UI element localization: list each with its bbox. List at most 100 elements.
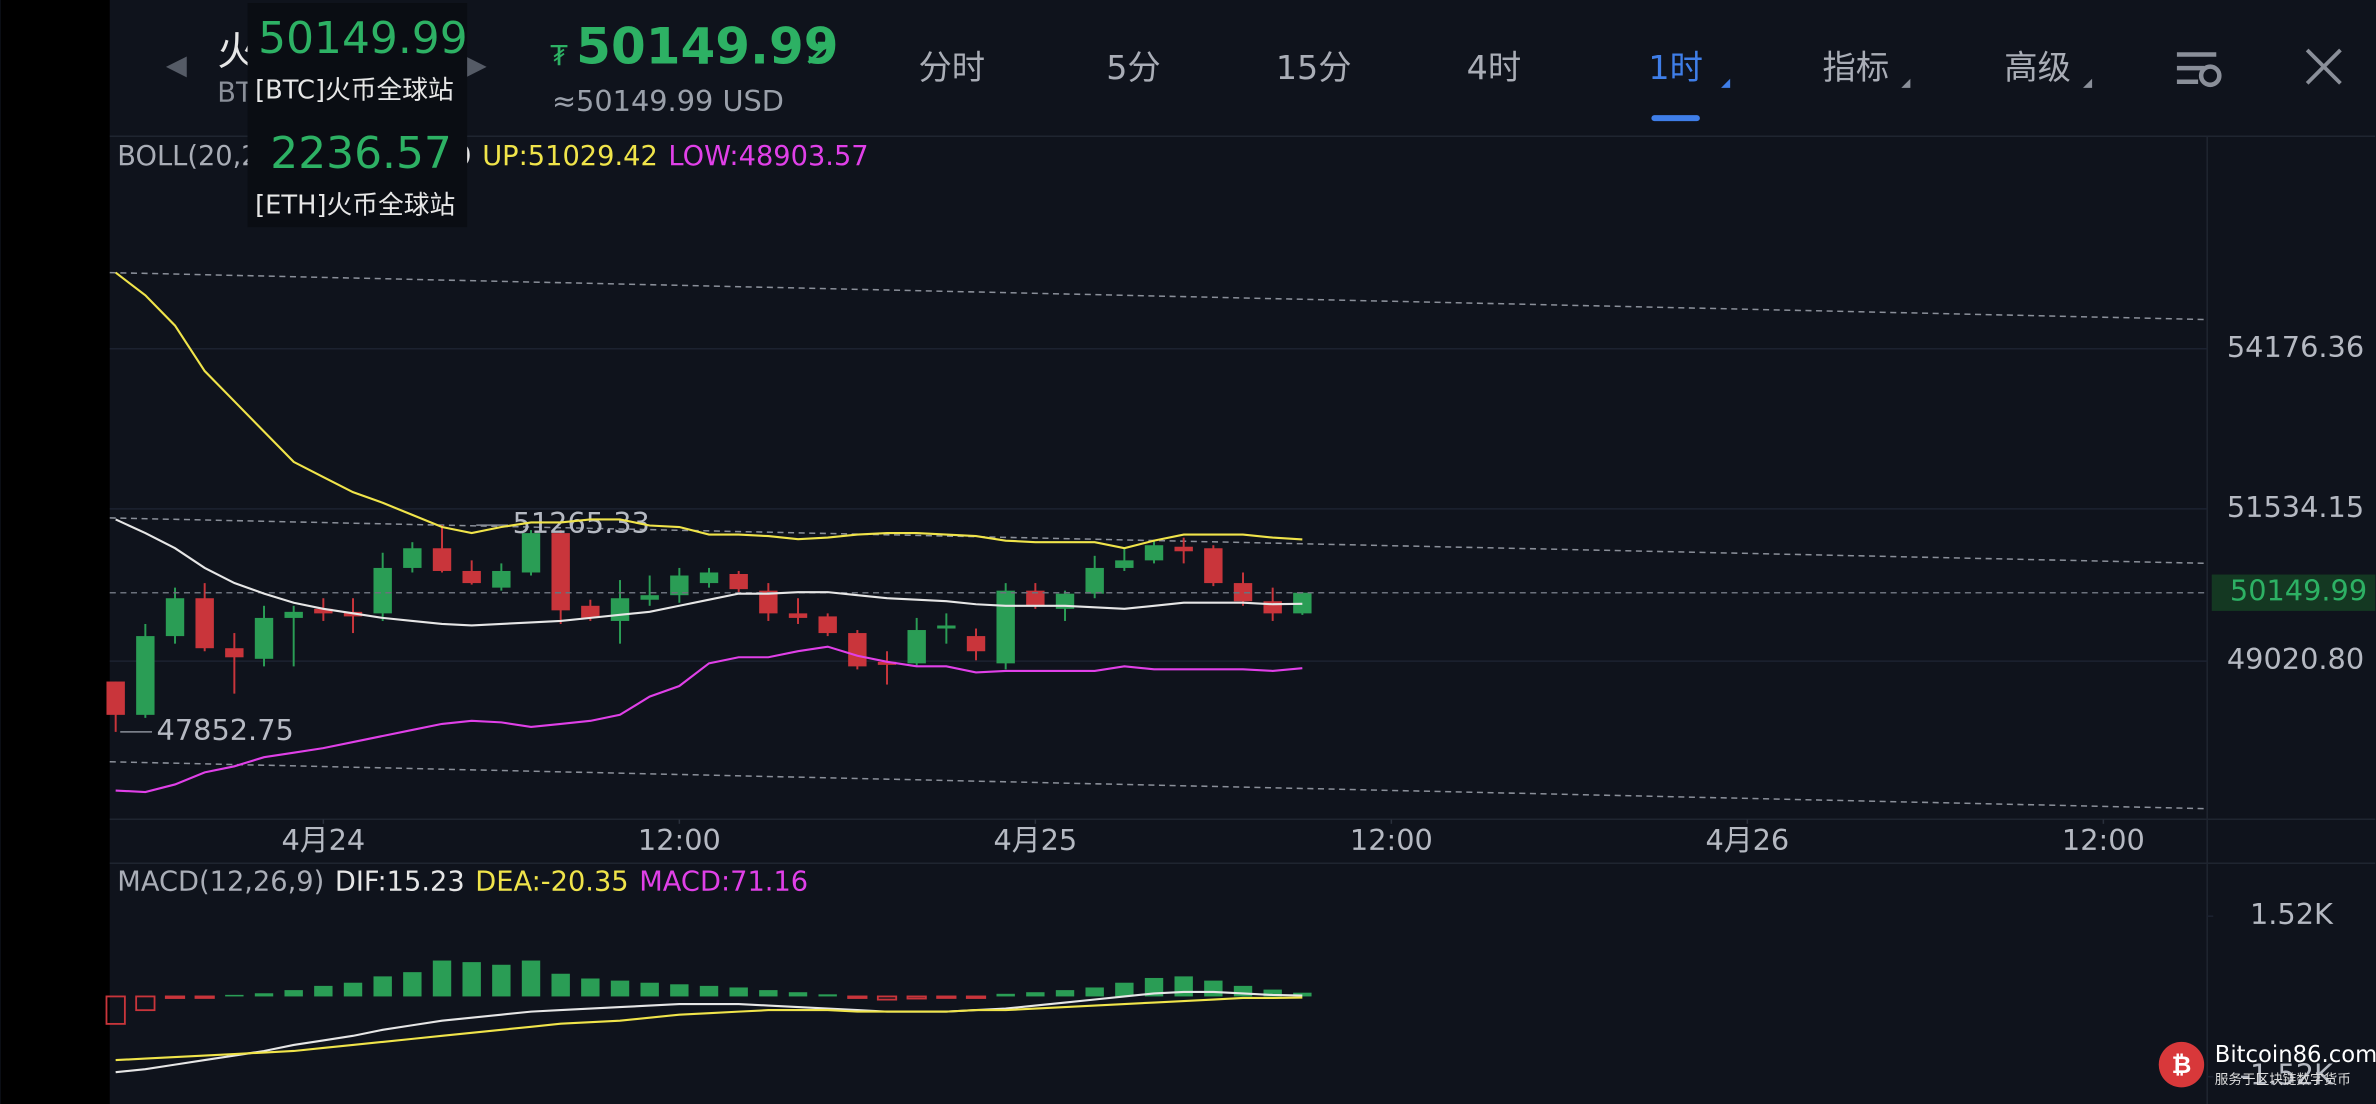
indicator-line (115, 996, 1303, 1062)
watermark-site: Bitcoin86.com (2215, 1042, 2376, 1068)
candle-body (937, 625, 956, 629)
candle-body (1085, 567, 1104, 594)
macd-bar (462, 962, 481, 997)
candle-body (1115, 560, 1134, 568)
macd-bar (1233, 985, 1253, 997)
macd-bar (373, 976, 392, 997)
indicator-legend: DEA:-20.35 (475, 866, 628, 897)
macd-bar (1144, 977, 1164, 997)
macd-bar (521, 960, 541, 997)
indicator-line (115, 518, 1303, 627)
indicator-legend: BOLL(20,2) (117, 141, 269, 172)
popup-btc-price: 50149.99 (258, 13, 468, 64)
candle-body (492, 570, 511, 588)
tab[interactable]: 5分 (1106, 48, 1160, 87)
candle-body (610, 598, 630, 621)
candle-body (581, 605, 600, 618)
macd-bar (610, 980, 630, 997)
watermark-logo-glyph: ₿ (2172, 1051, 2192, 1079)
macd-bar (1115, 982, 1134, 997)
tab-underline (1651, 115, 1700, 122)
macd-bar (788, 992, 808, 997)
candle-body (403, 548, 422, 568)
candle-body (1293, 592, 1312, 614)
candle-body (136, 636, 155, 715)
prev-button[interactable]: ◀ (166, 50, 187, 81)
tab[interactable]: 15分 (1276, 48, 1352, 87)
candle-body (818, 616, 837, 634)
macd-bar (403, 972, 422, 997)
watermark-logo (2158, 1041, 2205, 1088)
candle-body (729, 573, 748, 590)
indicator-line (115, 645, 1303, 794)
candle-body (195, 598, 214, 649)
macd-bar (105, 995, 126, 1025)
indicator-legend: LOW:48903.57 (668, 141, 868, 172)
indicator-line (115, 990, 1303, 1074)
popup-background (247, 3, 468, 228)
macd-bar (1263, 989, 1282, 997)
last-price-box (2211, 574, 2376, 611)
left-strip (0, 0, 110, 1104)
tab[interactable]: 4时 (1467, 48, 1521, 87)
candle-body (788, 613, 808, 618)
macd-bar (759, 990, 778, 997)
tab[interactable]: 高级 (2004, 48, 2071, 87)
candle-body (640, 595, 659, 600)
macd-bar (1026, 992, 1045, 997)
candle-body (314, 608, 333, 614)
last-price-label: 50149.99 (2230, 574, 2367, 608)
candle-body (907, 630, 926, 664)
macd-bar (818, 994, 837, 997)
candle-body (966, 636, 986, 652)
indicator-line (115, 271, 1303, 550)
macd-bar (1055, 990, 1075, 997)
tab[interactable]: 指标 (1823, 48, 1890, 87)
macd-bar (164, 995, 186, 999)
macd-bar (492, 964, 511, 997)
macd-bar (699, 985, 719, 997)
next-button[interactable]: ▶ (466, 50, 487, 81)
macd-bar (876, 995, 898, 1001)
popup-btc-name: [BTC]火币全球站 (255, 75, 454, 105)
macd-bar (284, 990, 303, 997)
y-tick-label: 54176.36 (2227, 330, 2364, 364)
macd-bar (965, 995, 987, 999)
candle-body (284, 611, 303, 618)
candle-body (551, 533, 570, 611)
candle-body (848, 633, 867, 667)
macd-bar (194, 995, 215, 999)
candle-body (254, 617, 274, 659)
y-tick-label: 1.52K (2250, 897, 2334, 931)
candle-body (877, 661, 897, 665)
tab[interactable]: 1时 (1648, 48, 1702, 87)
indicator-legend: MACD(12,26,9) (117, 866, 324, 897)
macd-bar (729, 987, 748, 997)
settings-icon[interactable] (2176, 52, 2222, 88)
tab[interactable]: 分时 (918, 48, 985, 87)
candle-body (165, 598, 185, 637)
macd-bar (1085, 987, 1104, 997)
macd-bar (343, 982, 363, 997)
last-price: 50149.99 (576, 17, 838, 75)
x-tick-label: 12:00 (638, 823, 721, 857)
candle-body (1174, 546, 1193, 552)
candle-body (699, 572, 719, 584)
close-button[interactable] (2305, 48, 2342, 85)
icon-gear (2198, 64, 2222, 88)
annotation-label: 47852.75 (157, 713, 294, 747)
candle-body (373, 567, 392, 614)
price-popup: 50149.99 [BTC]火币全球站 2236.57 [ETH]火币全球站 (247, 3, 468, 228)
indicator-legend: MACD:71.16 (639, 866, 808, 897)
watermark-slogan: 服务于区块链数字货币 (2215, 1071, 2351, 1088)
candle-body (996, 590, 1015, 664)
macd-bar (670, 984, 689, 997)
macd-bar (254, 993, 274, 997)
candle-body (670, 575, 689, 596)
macd-bar (847, 995, 868, 999)
candle-body (432, 548, 452, 571)
x-tick-label: 12:00 (1350, 823, 1433, 857)
x-tick-label: 4月26 (1706, 823, 1790, 857)
y-tick-label: -1.52K (2240, 1058, 2334, 1092)
